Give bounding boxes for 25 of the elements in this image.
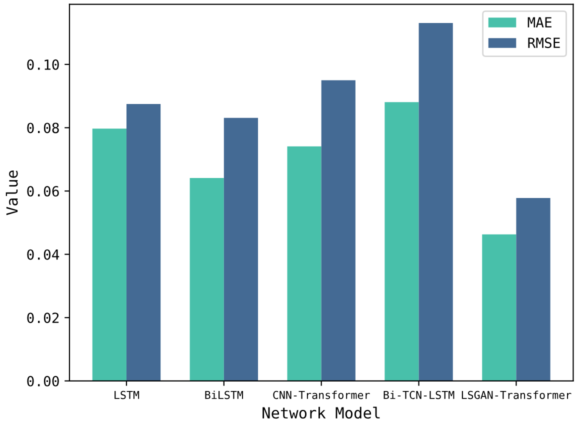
x-tick-label: BiLSTM bbox=[205, 390, 244, 400]
y-tick-label: 0.08 bbox=[27, 122, 59, 134]
bar bbox=[92, 128, 126, 381]
y-tick-label: 0.10 bbox=[27, 59, 59, 70]
bar bbox=[224, 118, 258, 381]
x-tick-label: CNN-Transformer bbox=[273, 390, 370, 400]
y-tick-label: 0.06 bbox=[27, 186, 59, 197]
y-axis-title: Value bbox=[6, 170, 18, 216]
bar bbox=[482, 234, 516, 381]
y-tick-label: 0.00 bbox=[27, 376, 59, 386]
bar bbox=[190, 178, 224, 381]
bar bbox=[321, 80, 356, 381]
bar bbox=[516, 198, 550, 381]
x-axis-title: Network Model bbox=[262, 406, 380, 419]
legend-label: RMSE bbox=[528, 38, 560, 48]
y-tick-label: 0.04 bbox=[27, 249, 60, 260]
x-tick-label: LSGAN-Transformer bbox=[462, 390, 572, 400]
legend-label: MAE bbox=[528, 17, 552, 28]
bar bbox=[418, 22, 453, 381]
x-tick-label: Bi-TCN-LSTM bbox=[384, 390, 454, 400]
bar bbox=[384, 102, 419, 381]
bar bbox=[287, 146, 322, 381]
bar bbox=[126, 104, 161, 381]
y-tick-label: 0.02 bbox=[27, 312, 59, 324]
x-tick-label: LSTM bbox=[114, 390, 140, 400]
